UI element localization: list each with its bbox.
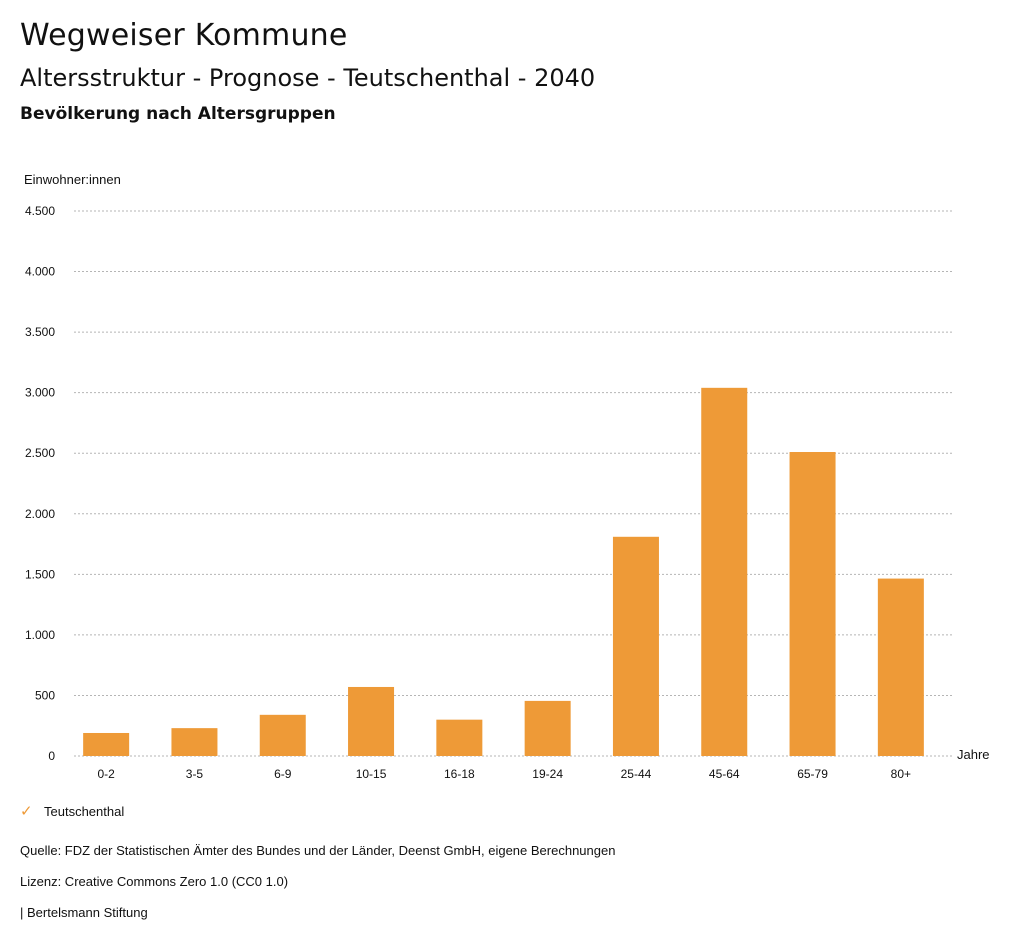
bar-16-18[interactable]	[436, 719, 483, 756]
bar-45-64[interactable]	[701, 387, 748, 756]
y-tick-label: 2.500	[25, 446, 55, 460]
y-tick-label: 500	[35, 688, 55, 702]
bar-19-24[interactable]	[524, 700, 571, 756]
bar-80+[interactable]	[877, 578, 924, 756]
x-tick-label: 45-64	[709, 767, 740, 781]
legend-item-label: Teutschenthal	[44, 803, 125, 819]
brand-name: Bertelsmann Stiftung	[27, 905, 148, 920]
x-tick-label: 16-18	[444, 767, 475, 781]
bar-6-9[interactable]	[259, 714, 306, 756]
y-tick-label: 3.500	[25, 325, 55, 339]
brand-separator: |	[20, 905, 24, 920]
page-title: Wegweiser Kommune	[20, 18, 348, 53]
x-tick-label: 19-24	[532, 767, 563, 781]
bar-0-2[interactable]	[83, 732, 130, 756]
x-tick-label: 10-15	[356, 767, 387, 781]
y-tick-label: 2.000	[25, 507, 55, 521]
y-axis-label: Einwohner:innen	[24, 172, 121, 187]
x-tick-label: 25-44	[621, 767, 652, 781]
x-tick-label: 6-9	[274, 767, 292, 781]
source-note: Quelle: FDZ der Statistischen Ämter des …	[20, 843, 616, 858]
x-tick-label: 80+	[891, 767, 911, 781]
y-tick-label: 1.500	[25, 567, 55, 581]
y-tick-label: 4.000	[25, 265, 55, 279]
x-tick-label: 0-2	[97, 767, 115, 781]
bar-chart: Einwohner:innen Jahre 0 500 1.000 1.500 2.00…	[24, 172, 990, 781]
y-tick-label: 1.000	[25, 628, 55, 642]
y-tick-label: 4.500	[25, 204, 55, 218]
brand-note: | Bertelsmann Stiftung	[20, 905, 148, 920]
bar-10-15[interactable]	[348, 686, 395, 756]
bar-3-5[interactable]	[171, 728, 218, 756]
bar-65-79[interactable]	[789, 452, 836, 756]
x-axis-label: Jahre	[957, 747, 990, 762]
x-tick-label: 65-79	[797, 767, 828, 781]
checkmark-icon: ✓	[20, 803, 33, 820]
legend[interactable]: ✓ Teutschenthal	[20, 802, 124, 820]
x-tick-label: 3-5	[186, 767, 204, 781]
license-note: Lizenz: Creative Commons Zero 1.0 (CC0 1…	[20, 874, 289, 889]
bar-25-44[interactable]	[612, 536, 659, 756]
y-tick-label: 0	[48, 749, 55, 763]
chart-subtitle: Altersstruktur - Prognose - Teutschentha…	[20, 64, 596, 92]
chart-title: Bevölkerung nach Altersgruppen	[20, 104, 336, 124]
y-tick-label: 3.000	[25, 386, 55, 400]
